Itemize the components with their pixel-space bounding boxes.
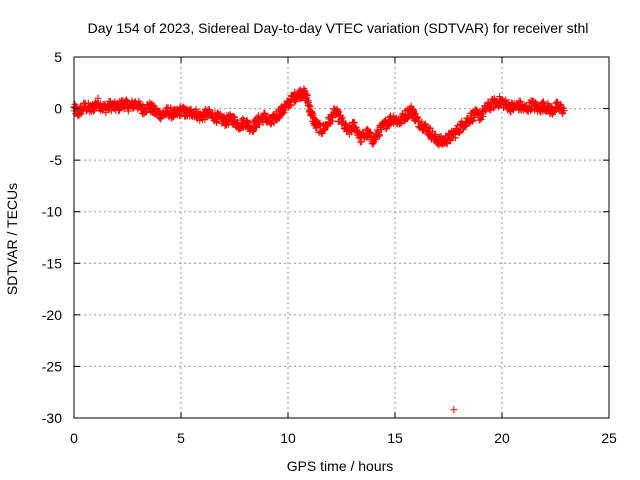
data-point xyxy=(450,406,458,414)
y-tick-label: -5 xyxy=(50,152,63,168)
data-point xyxy=(432,131,440,139)
data-point xyxy=(358,138,366,146)
y-tick-label: -20 xyxy=(42,307,62,323)
data-point xyxy=(249,127,257,135)
x-tick-label: 0 xyxy=(70,430,78,446)
x-tick-label: 15 xyxy=(387,430,403,446)
x-tick-label: 20 xyxy=(494,430,510,446)
y-axis-label: SDTVAR / TECUs xyxy=(4,183,20,295)
data-point xyxy=(495,93,503,101)
x-tick-label: 10 xyxy=(280,430,296,446)
data-point xyxy=(308,109,316,117)
x-tick-label: 5 xyxy=(177,430,185,446)
data-point xyxy=(376,132,384,140)
axis-ticks xyxy=(73,56,610,419)
data-point xyxy=(306,103,314,111)
data-point xyxy=(489,104,497,112)
data-point xyxy=(515,97,523,105)
data-point xyxy=(234,119,242,127)
data-point xyxy=(410,108,418,116)
data-point xyxy=(303,91,311,99)
y-tick-label: 0 xyxy=(54,101,62,117)
y-tick-label: -10 xyxy=(42,204,62,220)
data-point xyxy=(287,102,295,110)
data-point xyxy=(213,118,221,126)
data-point xyxy=(276,114,284,122)
data-point xyxy=(239,115,247,123)
tick-labels: 0 5 10 15 20 25 5 0 -5 -10 -15 -20 -25 -30 xyxy=(42,49,617,446)
data-point xyxy=(245,119,253,127)
data-point xyxy=(407,102,415,110)
x-tick-label: 25 xyxy=(601,430,617,446)
data-point xyxy=(90,106,98,114)
data-point xyxy=(221,121,229,129)
data-point xyxy=(363,125,371,133)
data-point xyxy=(451,134,459,142)
y-tick-label: -30 xyxy=(42,410,62,426)
data-point xyxy=(334,107,342,115)
chart-title: Day 154 of 2023, Sidereal Day-to-day VTE… xyxy=(88,20,589,36)
data-point xyxy=(418,118,426,126)
y-tick-label: -25 xyxy=(42,358,62,374)
data-point xyxy=(169,113,177,121)
x-axis-label: GPS time / hours xyxy=(287,458,394,474)
data-marks xyxy=(70,85,568,414)
plot-area-frame xyxy=(73,56,610,419)
data-point xyxy=(305,101,313,109)
y-tick-label: 5 xyxy=(54,49,62,65)
data-point xyxy=(411,109,419,117)
y-tick-label: -15 xyxy=(42,255,62,271)
data-point xyxy=(350,119,358,127)
data-point xyxy=(560,107,568,115)
